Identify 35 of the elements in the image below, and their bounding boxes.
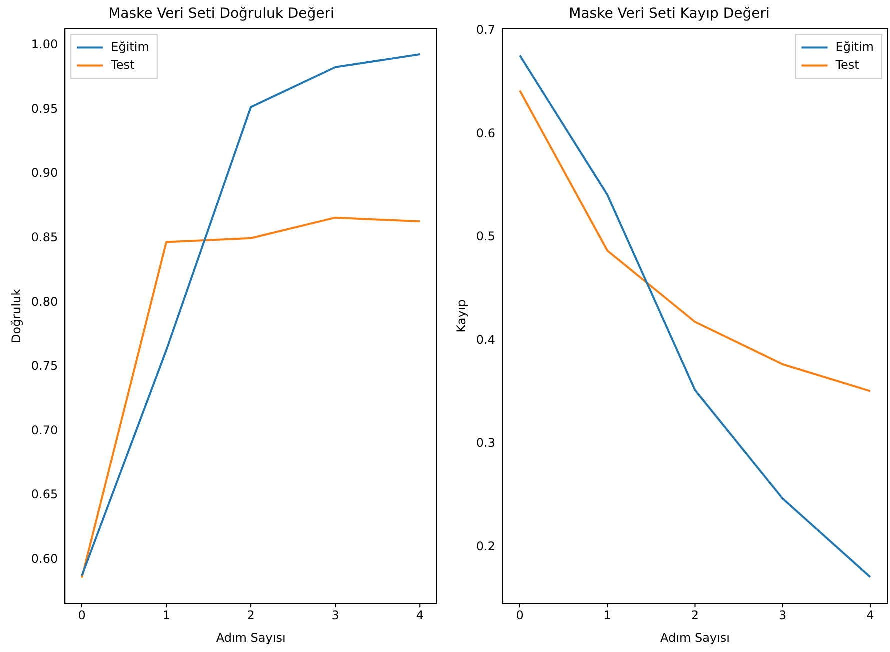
y-axis-title: Kayıp <box>454 300 468 333</box>
chart-title: Maske Veri Seti Kayıp Değeri <box>569 6 770 22</box>
x-tick-label: 1 <box>162 608 170 623</box>
y-tick-label: 0.75 <box>31 359 58 374</box>
legend-label: Test <box>834 58 860 72</box>
x-tick-label: 2 <box>247 608 255 623</box>
y-tick-label: 0.70 <box>31 423 58 438</box>
y-tick-label: 0.6 <box>476 126 496 140</box>
y-tick-label: 0.90 <box>31 166 58 180</box>
x-axis-title: Adım Sayısı <box>660 630 730 645</box>
legend-label: Test <box>110 58 136 72</box>
y-tick-label: 0.4 <box>476 332 496 347</box>
y-tick-label: 1.00 <box>31 38 58 52</box>
x-tick-label: 4 <box>416 608 424 623</box>
x-tick-label: 2 <box>691 608 700 623</box>
y-tick-label: 0.80 <box>31 294 58 309</box>
y-tick-label: 0.7 <box>476 22 496 37</box>
x-tick-label: 4 <box>866 608 874 623</box>
chart-title: Maske Veri Seti Doğruluk Değeri <box>108 6 334 22</box>
y-tick-label: 0.3 <box>476 436 496 450</box>
y-tick-label: 0.85 <box>31 230 58 245</box>
x-tick-label: 3 <box>779 608 787 623</box>
x-tick-label: 0 <box>78 608 86 623</box>
x-tick-label: 3 <box>332 608 340 623</box>
legend-label: Eğitim <box>111 40 150 54</box>
y-axis-title: Doğruluk <box>9 288 24 344</box>
y-tick-label: 0.60 <box>31 552 58 566</box>
y-tick-label: 0.2 <box>476 539 496 554</box>
x-tick-label: 1 <box>604 608 612 623</box>
y-tick-label: 0.65 <box>31 488 58 502</box>
y-tick-label: 0.95 <box>31 102 58 116</box>
y-tick-label: 0.5 <box>476 230 496 244</box>
legend-label: Eğitim <box>836 40 874 54</box>
x-tick-label: 0 <box>516 608 524 623</box>
x-axis-title: Adım Sayısı <box>216 630 286 645</box>
